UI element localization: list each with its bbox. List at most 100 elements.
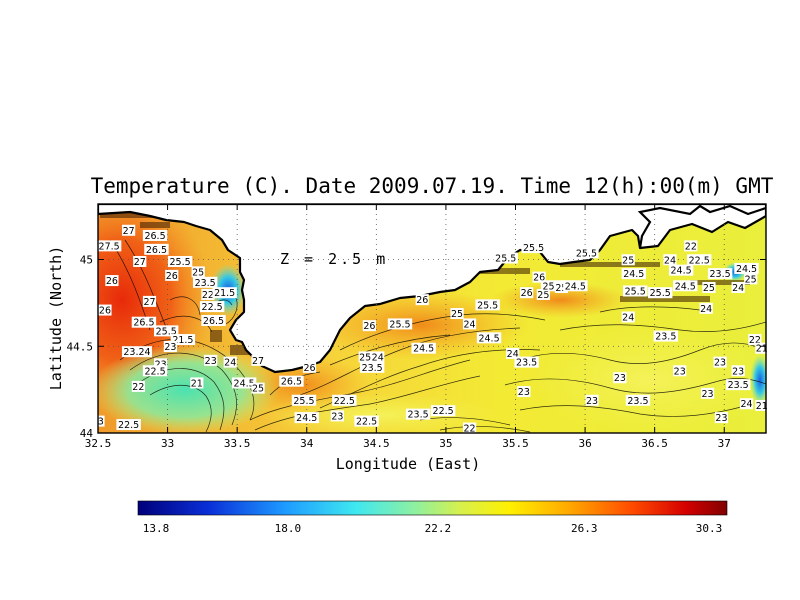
x-axis: 32.5 33 33.5 34 34.5 35 35.5 36 36.5 37 [85,204,731,450]
contour-label: 25 [450,308,464,320]
contour-label-box [330,410,344,422]
contour-label-box [613,372,627,384]
contour-label: 22 [684,240,698,252]
contour-label: 23.5 [625,394,651,407]
contour-label: 3 [96,415,105,428]
y-tick-label: 45 [80,254,93,267]
contour-label-text: 25.5 [293,396,314,407]
contour-label-box [731,365,745,377]
contour-label-text: 23 [714,358,726,369]
contour-label: 24.5 [673,280,698,292]
y-tick-label: 44.5 [67,340,94,353]
contour-label: 24 [223,356,237,369]
contour-label-box [521,242,546,254]
contour-label-text: 26.5 [146,245,167,256]
contour-label-box [622,285,648,297]
contour-label: 25.5 [540,280,566,292]
contour-label-box [714,412,729,424]
contour-label-box [359,361,385,373]
contour-label: 25 [536,288,550,301]
contour-label-box [648,287,673,299]
contour-label-box [684,240,698,252]
contour-label-box [462,422,477,434]
contour-label-box [279,375,304,387]
contour-label-text: 23 [331,411,343,422]
contour-label: 23.5 [514,356,539,369]
contour-label-box [251,354,265,366]
y-tick-label: 44 [80,427,94,440]
contour-label-text: 26 [303,363,315,374]
contour-label-text: 22.5 [144,366,165,377]
contour-label-text: 23 [586,396,598,407]
contour-label: 26.5 [131,316,157,329]
contour-label-text: 21 [191,378,203,389]
x-tick-label: 33.5 [224,437,251,450]
contour-label-text: 25 [555,283,567,294]
contour-label-box [201,314,226,326]
land-crimea [98,204,766,374]
contour-label-text: 23 [164,342,176,353]
x-tick-label: 33 [161,437,174,450]
contour-label-box [142,229,168,241]
contour-label-box [554,282,569,294]
contour-label: 26 [520,287,534,299]
contour-label-box [520,287,534,299]
contour-label: 23 [204,354,218,367]
contour-label-box [475,299,500,311]
contour-label: 23.5 [405,408,431,421]
contour-label-box [294,412,319,424]
contour-label-text: 25 [703,283,715,294]
contour-label-box [713,356,727,368]
contour-label-text: 27 [134,257,146,268]
contour-label-text: 22 [749,335,761,346]
contour-label-text: 22.5 [433,406,454,417]
contour-label-box [98,304,112,316]
plot-frame [97,203,767,434]
contour-label: 26 [532,271,546,284]
contour-label-text: 23.5 [195,278,216,289]
contour-label-box [707,268,733,280]
contour-label-box [96,415,105,427]
contour-label-text: 24 [732,283,744,294]
contour-label-box [585,394,599,406]
yellow-water-south [260,393,500,433]
contour-label: 26 [165,269,179,282]
contour-label: 24.5 [411,342,436,355]
contour-label-box [700,387,715,399]
contour-label: 26.5 [142,229,168,242]
contour-label-box [223,356,237,368]
contour-label-text: 26.5 [144,231,165,242]
contour-label-text: 25.5 [576,248,597,259]
contour-label-text: 22.5 [334,396,355,407]
contour-label-box [532,271,546,283]
yellow-water-east [530,325,766,433]
contour-label: 22.5 [142,365,168,377]
contour-label: 23 [714,412,729,424]
contour-label-box [755,342,769,354]
contour-label-text: 26 [416,295,428,306]
contour-label-box [144,243,169,255]
contour-label-text: 24 [740,399,752,410]
contour-label-text: 26 [521,288,533,299]
colorbar-tick-label: 13.8 [143,522,170,535]
contour-label: 23 [713,356,727,369]
contour-label-text: 27 [252,356,264,367]
contour-label-text: 25.5 [170,257,191,268]
contour-label: 24.5 [476,332,502,344]
contour-label-box [653,330,678,342]
contour-label: 23 [731,365,745,377]
contour-label: 23 [163,340,177,353]
contour-label-text: 24 [622,313,634,324]
contour-label: 26.5 [279,375,304,388]
y-axis: 44 44.5 45 [67,254,766,440]
contour-label: 24.5 [294,412,319,424]
contour-label-box [192,276,218,288]
contour-label-text: 23.5 [516,358,537,369]
contour-label: 24 [699,302,713,315]
contour-label-box [131,316,157,328]
contour-label-box [621,254,635,266]
contour-label: 25 [358,351,372,363]
contour-label: 24.5 [734,262,759,275]
contour-label-text: 24.5 [736,264,757,275]
